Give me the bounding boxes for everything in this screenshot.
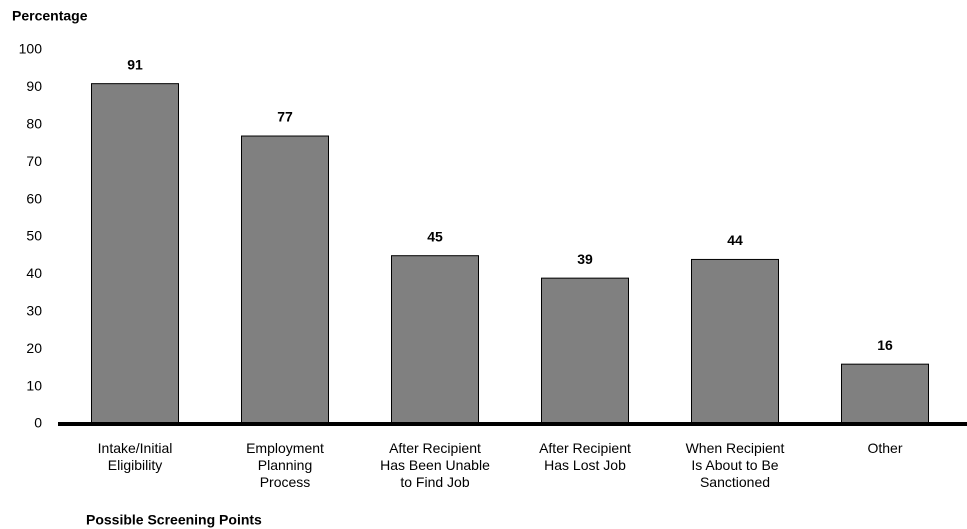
y-tick-label: 80 (26, 116, 42, 132)
bar (541, 277, 629, 425)
value-label: 77 (277, 109, 293, 125)
value-label: 44 (727, 232, 743, 248)
x-tick-label-line: Has Been Unable (380, 457, 490, 473)
bar (241, 135, 329, 425)
y-tick-label: 70 (26, 153, 42, 169)
bar (691, 258, 779, 425)
x-tick-label-line: Other (867, 440, 902, 456)
y-tick-label: 60 (26, 190, 42, 206)
x-tick-label-line: Intake/Initial (98, 440, 173, 456)
bar (91, 83, 179, 425)
x-axis-title: Possible Screening Points (86, 512, 262, 528)
y-tick-label: 40 (26, 265, 42, 281)
y-tick-label: 100 (19, 41, 43, 57)
x-tick-label-line: to Find Job (400, 474, 469, 490)
x-tick-label-line: Sanctioned (700, 474, 770, 490)
y-axis-title: Percentage (12, 8, 88, 24)
x-tick-label: Intake/Initial Eligibility (98, 440, 173, 473)
y-tick-label: 0 (34, 415, 42, 431)
value-label: 45 (427, 228, 443, 244)
y-tick-label: 20 (26, 340, 42, 356)
x-tick-label-line: Has Lost Job (544, 457, 626, 473)
x-tick-label: After Recipient Has Been Unable to Find Jo… (380, 440, 490, 490)
value-label: 91 (127, 56, 143, 72)
bar (391, 255, 479, 425)
x-tick-label: Employment Planning Process (246, 440, 324, 490)
y-tick-label: 30 (26, 303, 42, 319)
x-tick-label: After Recipient Has Lost Job (539, 440, 631, 473)
x-tick-label-line: After Recipient (539, 440, 631, 456)
bar (841, 363, 929, 425)
x-tick-label-line: Planning (258, 457, 313, 473)
x-tick-label-line: After Recipient (389, 440, 481, 456)
x-tick-label-line: When Recipient (686, 440, 785, 456)
x-tick-label-line: Is About to Be (691, 457, 778, 473)
value-label: 16 (877, 337, 893, 353)
x-tick-label-line: Eligibility (108, 457, 162, 473)
y-tick-label: 90 (26, 78, 42, 94)
value-label: 39 (577, 251, 593, 267)
y-tick-label: 50 (26, 228, 42, 244)
x-tick-label: Other (867, 440, 902, 456)
x-tick-label: When Recipient Is About to Be Sanctioned (686, 440, 785, 490)
x-tick-label-line: Employment (246, 440, 324, 456)
x-tick-label-line: Process (260, 474, 311, 490)
y-tick-label: 10 (26, 377, 42, 393)
